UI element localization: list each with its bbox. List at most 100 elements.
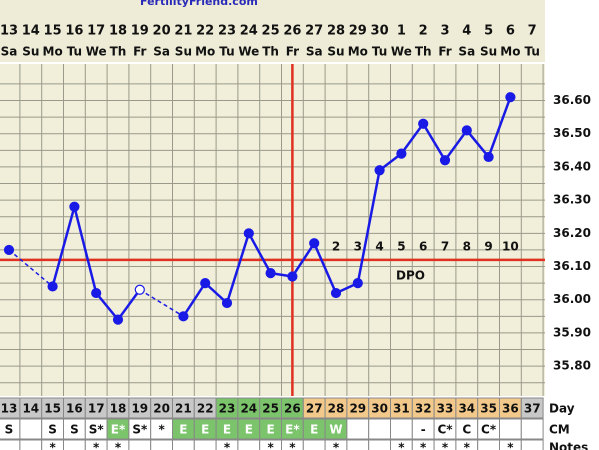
day-number: 26 bbox=[284, 402, 301, 416]
cm-value: * bbox=[158, 423, 165, 437]
note-mark: * bbox=[267, 441, 274, 450]
weekday-label: Sa bbox=[306, 45, 323, 59]
x-tick-label: 7 bbox=[528, 24, 537, 39]
x-tick-label: 2 bbox=[419, 24, 428, 39]
weekday-label: We bbox=[238, 45, 259, 59]
dpo-label: 7 bbox=[441, 240, 449, 254]
weekday-label: Mo bbox=[348, 45, 368, 59]
weekday-label: Tu bbox=[67, 45, 82, 59]
dpo-label: 5 bbox=[397, 240, 405, 254]
day-number: 23 bbox=[219, 402, 236, 416]
x-tick-label: 28 bbox=[327, 24, 345, 39]
temperature-point bbox=[47, 281, 58, 292]
day-number: 19 bbox=[131, 402, 148, 416]
notes-cell bbox=[411, 439, 435, 450]
dpo-label: 2 bbox=[332, 240, 340, 254]
site-title: FertilityFriend.com bbox=[140, 0, 258, 8]
y-tick-label: 36.30 bbox=[553, 193, 591, 207]
x-tick-label: 22 bbox=[196, 24, 214, 39]
notes-cell bbox=[390, 439, 413, 450]
notes-cell bbox=[106, 439, 130, 450]
day-number: 20 bbox=[153, 402, 170, 416]
cm-value: S bbox=[70, 423, 79, 437]
x-tick-label: 5 bbox=[484, 24, 493, 39]
y-tick-label: 36.00 bbox=[553, 292, 591, 306]
x-tick-label: 13 bbox=[0, 24, 18, 39]
plot-area bbox=[0, 64, 545, 396]
x-tick-label: 4 bbox=[462, 24, 471, 39]
x-tick-label: 6 bbox=[506, 24, 515, 39]
note-mark: * bbox=[93, 441, 100, 450]
x-tick-label: 16 bbox=[65, 24, 83, 39]
cm-cell bbox=[19, 418, 43, 440]
note-mark: * bbox=[224, 441, 231, 450]
cm-value: E bbox=[201, 423, 209, 437]
weekday-label: Mo bbox=[195, 45, 215, 59]
note-mark: * bbox=[289, 441, 296, 450]
dpo-label: 10 bbox=[502, 240, 519, 254]
temperature-point bbox=[330, 287, 342, 299]
note-mark: * bbox=[464, 441, 471, 450]
weekday-label: Sa bbox=[458, 45, 475, 59]
notes-cell bbox=[19, 439, 43, 450]
day-number: 22 bbox=[197, 402, 214, 416]
x-tick-label: 20 bbox=[153, 24, 171, 39]
x-tick-label: 24 bbox=[240, 24, 258, 39]
weekday-label: Tu bbox=[524, 45, 539, 59]
cm-value: S bbox=[5, 423, 14, 437]
notes-cell bbox=[215, 439, 239, 450]
day-number: 29 bbox=[349, 402, 366, 416]
notes-cell bbox=[499, 439, 522, 450]
x-tick-label: 30 bbox=[371, 24, 389, 39]
notes-cell bbox=[259, 439, 283, 450]
y-tick-label: 36.10 bbox=[553, 259, 591, 273]
weekday-label: Th bbox=[415, 45, 432, 59]
notes-cell bbox=[0, 439, 21, 450]
cm-cell bbox=[499, 418, 522, 440]
cm-cell bbox=[368, 418, 392, 440]
temperature-point bbox=[3, 244, 15, 256]
day-number: 17 bbox=[88, 402, 105, 416]
dpo-label: 3 bbox=[354, 240, 362, 254]
notes-cell bbox=[128, 439, 152, 450]
cm-value: S bbox=[48, 423, 57, 437]
cm-value: E bbox=[310, 423, 318, 437]
weekday-label: We bbox=[86, 45, 107, 59]
dpo-label: 8 bbox=[463, 240, 471, 254]
row-label: CM bbox=[549, 423, 570, 437]
day-number: 31 bbox=[393, 402, 410, 416]
notes-cell bbox=[193, 439, 217, 450]
cm-cell bbox=[346, 418, 370, 440]
x-tick-label: 1 bbox=[397, 24, 406, 39]
day-number: 24 bbox=[240, 402, 257, 416]
temperature-point bbox=[396, 148, 407, 159]
weekday-label: Tu bbox=[372, 45, 387, 59]
cm-cell bbox=[520, 418, 544, 440]
x-tick-label: 26 bbox=[283, 24, 301, 39]
cm-value: - bbox=[421, 423, 426, 437]
weekday-label: Fr bbox=[286, 45, 299, 59]
notes-cell bbox=[346, 439, 370, 450]
notes-cell bbox=[63, 439, 86, 450]
temperature-point bbox=[200, 278, 211, 289]
y-tick-label: 36.50 bbox=[553, 126, 591, 140]
x-tick-label: 14 bbox=[22, 24, 40, 39]
note-mark: * bbox=[333, 441, 340, 450]
temperature-point bbox=[505, 92, 516, 103]
x-tick-label: 18 bbox=[109, 24, 127, 39]
temperature-point bbox=[418, 118, 429, 129]
temperature-point bbox=[352, 278, 363, 289]
x-tick-label: 17 bbox=[87, 24, 105, 39]
weekday-label: Su bbox=[175, 45, 192, 59]
day-number: 33 bbox=[437, 402, 454, 416]
temperature-point bbox=[483, 151, 494, 163]
cm-value: S* bbox=[89, 423, 105, 437]
cm-value: E bbox=[266, 423, 274, 437]
day-number: 16 bbox=[66, 402, 83, 416]
temperature-point bbox=[134, 284, 145, 295]
temperature-point bbox=[178, 311, 189, 322]
note-mark: * bbox=[507, 441, 514, 450]
x-tick-label: 27 bbox=[305, 24, 323, 39]
